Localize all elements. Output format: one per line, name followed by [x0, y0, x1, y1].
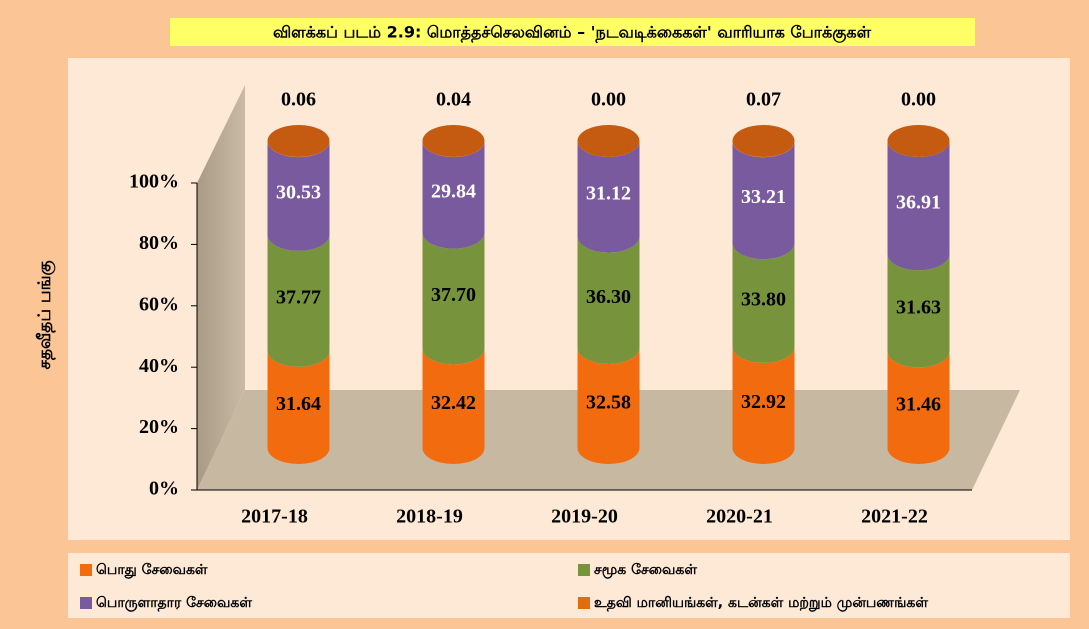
legend-marker [80, 564, 92, 576]
data-label: 0.06 [281, 89, 316, 111]
data-label: 0.04 [436, 89, 471, 111]
side-wall [197, 85, 245, 490]
data-label: 32.42 [431, 392, 476, 414]
data-label: 31.46 [896, 393, 941, 415]
y-tick-label: 0% [149, 478, 179, 500]
legend-marker [578, 564, 590, 576]
y-axis-title: சதவீதப் பங்கு [35, 261, 55, 370]
y-tick-label: 80% [139, 232, 179, 254]
data-label: 36.91 [896, 191, 941, 213]
y-tick-label: 60% [139, 293, 179, 315]
cylinder-cap [732, 125, 795, 157]
y-tick-label: 40% [139, 355, 179, 377]
data-label: 30.53 [276, 182, 321, 204]
cylinder-segment [887, 254, 950, 368]
cylinder-cap [577, 125, 640, 157]
cylinder-segment [422, 141, 485, 249]
legend-label: பொது சேவைகள் [96, 562, 208, 578]
x-tick-label: 2021-22 [861, 506, 928, 528]
data-label: 36.30 [586, 286, 631, 308]
data-label: 37.77 [276, 286, 321, 308]
x-tick-label: 2020-21 [706, 506, 773, 528]
cylinder-segment [732, 243, 795, 363]
cylinder-segment [267, 141, 330, 251]
data-label: 29.84 [431, 181, 476, 203]
legend-marker [80, 597, 92, 609]
data-label: 32.58 [586, 392, 631, 414]
cylinder-segment [577, 347, 640, 464]
title-bar [170, 18, 975, 46]
y-tick-label: 100% [129, 171, 179, 193]
cylinder-segment [422, 348, 485, 464]
data-label: 31.63 [896, 296, 941, 318]
data-label: 31.12 [586, 182, 631, 204]
cylinder-segment [577, 141, 640, 253]
data-label: 33.21 [741, 186, 786, 208]
data-label: 37.70 [431, 284, 476, 306]
x-tick-label: 2017-18 [241, 506, 308, 528]
cylinder-segment [267, 350, 330, 464]
legend [68, 553, 1070, 618]
data-label: 0.00 [901, 89, 936, 111]
data-label: 0.00 [591, 89, 626, 111]
data-label: 33.80 [741, 289, 786, 311]
cylinder-segment [577, 236, 640, 364]
y-tick-label: 20% [139, 416, 179, 438]
cylinder-cap [887, 125, 950, 157]
cylinder-cap [267, 125, 330, 157]
legend-label: உதவி மானியங்கள், கடன்கள் மற்றும் முன்பணங… [594, 595, 928, 612]
chart-title: விளக்கப் படம் 2.9: மொத்தச்செலவினம் – 'நட… [273, 23, 872, 44]
cylinder-segment [422, 232, 485, 365]
cylinder-cap [422, 125, 485, 157]
x-tick-label: 2018-19 [396, 506, 463, 528]
cylinder-segment [267, 234, 330, 367]
legend-label: சமூக சேவைகள் [594, 562, 697, 578]
legend-label: பொருளாதார சேவைகள் [96, 595, 252, 612]
cylinder-segment [732, 141, 795, 260]
legend-marker [578, 597, 590, 609]
data-label: 0.07 [746, 89, 781, 111]
cylinder-segment [732, 346, 795, 464]
x-tick-label: 2019-20 [551, 506, 618, 528]
data-label: 31.64 [276, 393, 321, 415]
cylinder-segment [887, 351, 950, 464]
cylinder-segment [887, 141, 950, 271]
data-label: 32.92 [741, 391, 786, 413]
